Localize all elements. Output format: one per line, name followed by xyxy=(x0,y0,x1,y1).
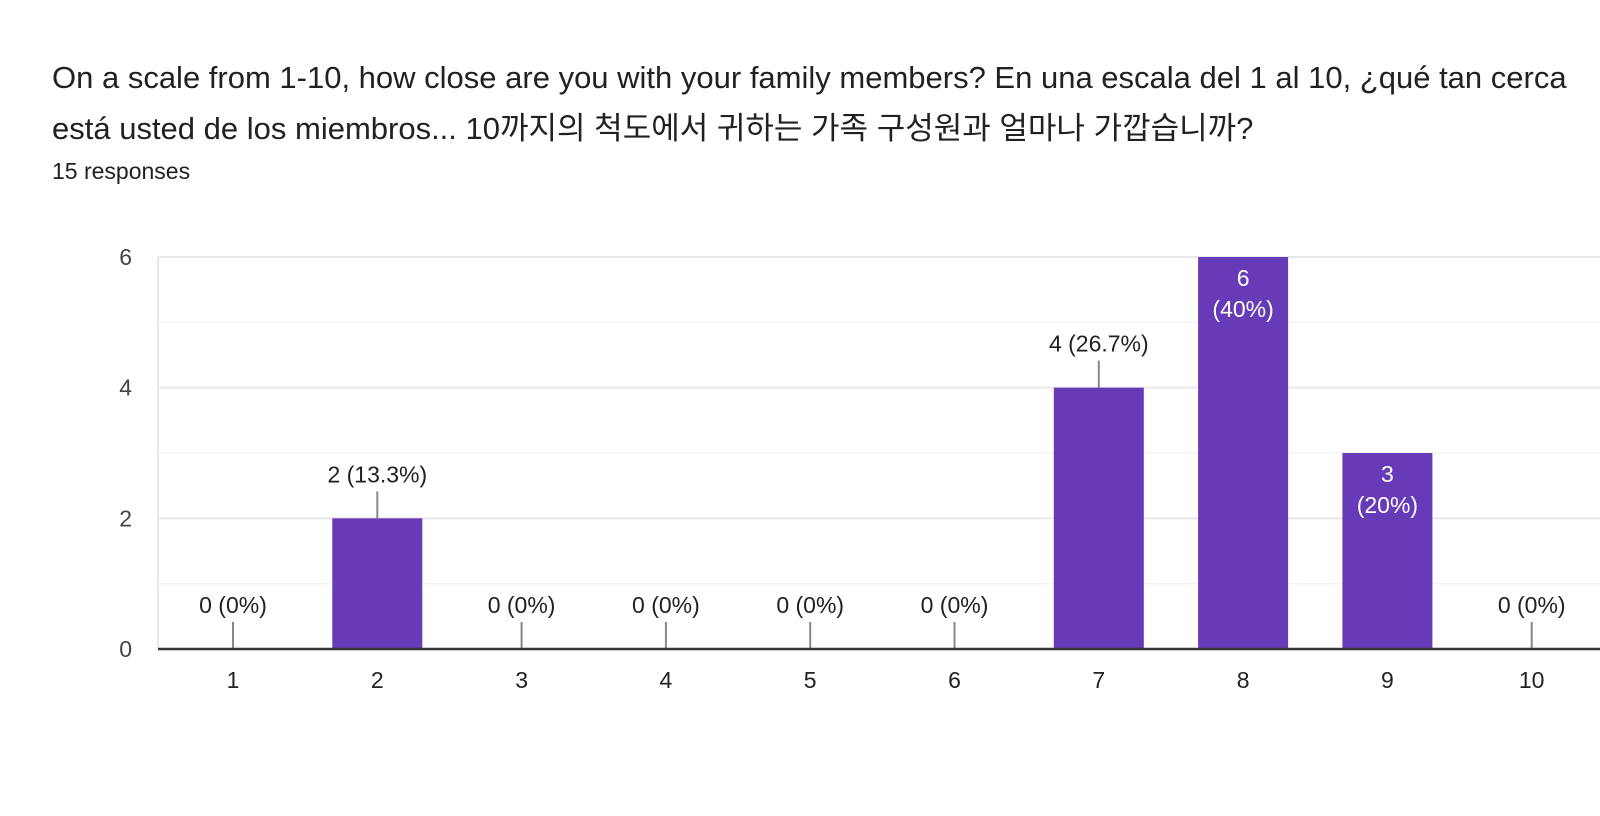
y-tick-label: 2 xyxy=(119,505,132,531)
x-tick-label: 3 xyxy=(515,667,528,693)
data-label: 0 (0%) xyxy=(199,592,267,618)
data-label: 0 (0%) xyxy=(921,592,989,618)
data-label: 6 xyxy=(1237,265,1250,291)
response-count: 15 responses xyxy=(52,158,191,184)
x-tick-label: 10 xyxy=(1519,667,1545,693)
data-label: 2 (13.3%) xyxy=(327,461,427,487)
x-tick-label: 7 xyxy=(1092,667,1105,693)
data-label: (20%) xyxy=(1357,492,1418,518)
data-label: 0 (0%) xyxy=(776,592,844,618)
x-tick-label: 2 xyxy=(371,667,384,693)
y-tick-label: 4 xyxy=(119,375,132,401)
bar xyxy=(332,518,423,649)
x-tick-label: 1 xyxy=(227,667,240,693)
data-label: 3 xyxy=(1381,461,1394,487)
data-label: 0 (0%) xyxy=(1498,592,1566,618)
x-tick-label: 5 xyxy=(804,667,817,693)
data-label: (40%) xyxy=(1212,296,1273,322)
question-title: On a scale from 1-10, how close are you … xyxy=(52,60,1567,146)
bar xyxy=(1342,453,1433,649)
data-label: 0 (0%) xyxy=(632,592,700,618)
y-tick-label: 0 xyxy=(119,636,132,662)
x-tick-label: 6 xyxy=(948,667,961,693)
y-tick-label: 6 xyxy=(119,244,132,270)
x-tick-label: 8 xyxy=(1237,667,1250,693)
x-tick-label: 4 xyxy=(660,667,673,693)
data-label: 0 (0%) xyxy=(488,592,556,618)
bar xyxy=(1198,257,1289,649)
bar xyxy=(1053,387,1144,649)
data-label: 4 (26.7%) xyxy=(1049,331,1149,357)
x-tick-label: 9 xyxy=(1381,667,1394,693)
